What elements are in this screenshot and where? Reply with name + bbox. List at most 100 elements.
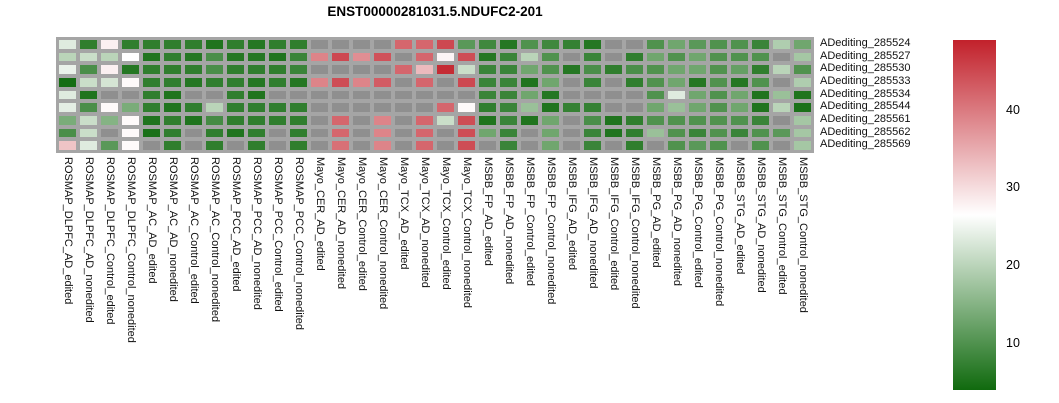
heatmap-cell	[624, 126, 645, 140]
heatmap-cell	[330, 63, 351, 76]
heatmap-cell	[393, 101, 414, 114]
heatmap-cell	[267, 38, 288, 51]
heatmap-cell	[372, 38, 393, 51]
heatmap-cell	[435, 101, 456, 114]
heatmap-cell	[603, 38, 624, 51]
heatmap-cell	[456, 88, 477, 102]
heatmap-cell	[78, 88, 99, 102]
heatmap-cell	[288, 101, 309, 114]
heatmap-cell	[309, 139, 330, 152]
heatmap-cell	[414, 63, 435, 76]
heatmap-cell	[540, 101, 561, 114]
heatmap-cell	[477, 38, 498, 51]
heatmap-cell	[120, 139, 141, 152]
heatmap-cell	[708, 76, 729, 89]
column-label: ROSMAP_AC_Control_nonedited	[208, 157, 221, 323]
heatmap-cell	[414, 38, 435, 51]
heatmap-cell	[141, 38, 162, 51]
heatmap-cell	[477, 88, 498, 102]
heatmap-cell	[687, 88, 708, 102]
heatmap-cell	[519, 38, 540, 51]
heatmap-cell	[204, 63, 225, 76]
heatmap-cell	[78, 76, 99, 89]
heatmap-cell	[519, 50, 540, 64]
heatmap-cell	[456, 76, 477, 89]
heatmap-cell	[498, 114, 519, 127]
heatmap-cell	[99, 114, 120, 127]
heatmap-cell	[561, 63, 582, 76]
heatmap-cell	[246, 139, 267, 152]
heatmap-cell	[645, 50, 666, 64]
heatmap-cell	[540, 88, 561, 102]
heatmap-cell	[141, 76, 162, 89]
heatmap-cell	[246, 114, 267, 127]
heatmap-cell	[288, 139, 309, 152]
heatmap-cell	[498, 38, 519, 51]
heatmap-cell	[729, 114, 750, 127]
heatmap-cell	[645, 114, 666, 127]
column-labels: ROSMAP_DLPFC_AD_edited ROSMAP_DLPFC_AD_no…	[57, 157, 813, 403]
heatmap-cell	[729, 63, 750, 76]
heatmap-cell	[771, 63, 792, 76]
heatmap-cell	[372, 114, 393, 127]
heatmap-cell	[225, 76, 246, 89]
heatmap-cell	[99, 50, 120, 64]
heatmap-cell	[750, 63, 771, 76]
column-label: MSBB_PG_AD_edited	[649, 157, 662, 268]
column-label: ROSMAP_PCC_AD_nonedited	[250, 157, 263, 310]
heatmap-cell	[750, 126, 771, 140]
column-label: MSBB_PG_Control_edited	[691, 157, 704, 288]
heatmap-cell	[771, 101, 792, 114]
column-label: MSBB_FP_Control_edited	[523, 157, 536, 287]
heatmap-cell	[78, 101, 99, 114]
heatmap-cell	[708, 101, 729, 114]
column-label: Mayo_TCX_Control_nonedited	[460, 157, 473, 309]
heatmap-cell	[288, 38, 309, 51]
heatmap-grid	[57, 38, 813, 152]
heatmap-cell	[288, 126, 309, 140]
heatmap-cell	[750, 114, 771, 127]
heatmap-cell	[183, 76, 204, 89]
heatmap-cell	[792, 63, 813, 76]
heatmap-cell	[372, 50, 393, 64]
colorbar-tick-label: 20	[1006, 258, 1020, 273]
heatmap-cell	[729, 139, 750, 152]
heatmap-cell	[204, 114, 225, 127]
heatmap-cell	[540, 76, 561, 89]
heatmap-cell	[624, 101, 645, 114]
heatmap-cell	[57, 50, 78, 64]
heatmap-cell	[624, 114, 645, 127]
heatmap-cell	[456, 126, 477, 140]
heatmap-cell	[246, 38, 267, 51]
row-label: ADediting_285562	[820, 125, 911, 138]
column-label: Mayo_TCX_AD_nonedited	[418, 157, 431, 288]
column-label: Mayo_CER_Control_edited	[355, 157, 368, 291]
heatmap-cell	[435, 50, 456, 64]
heatmap-cell	[645, 101, 666, 114]
heatmap-cell	[771, 88, 792, 102]
heatmap-cell	[687, 63, 708, 76]
heatmap-cell	[267, 114, 288, 127]
heatmap-cell	[99, 76, 120, 89]
heatmap-cell	[645, 76, 666, 89]
heatmap-cell	[687, 139, 708, 152]
heatmap-cell	[540, 126, 561, 140]
colorbar-tick-label: 30	[1006, 180, 1020, 195]
heatmap-cell	[708, 126, 729, 140]
heatmap-cell	[498, 76, 519, 89]
heatmap-cell	[183, 114, 204, 127]
heatmap-cell	[162, 126, 183, 140]
heatmap-cell	[57, 126, 78, 140]
heatmap-cell	[792, 126, 813, 140]
heatmap-cell	[708, 114, 729, 127]
heatmap-cell	[414, 114, 435, 127]
heatmap-cell	[183, 50, 204, 64]
column-label: Mayo_CER_Control_nonedited	[376, 157, 389, 310]
heatmap-cell	[477, 101, 498, 114]
heatmap-cell	[519, 88, 540, 102]
column-label: MSBB_FP_AD_nonedited	[502, 157, 515, 285]
heatmap-cell	[141, 126, 162, 140]
heatmap-cell	[477, 126, 498, 140]
heatmap-cell	[267, 88, 288, 102]
heatmap-cell	[225, 114, 246, 127]
